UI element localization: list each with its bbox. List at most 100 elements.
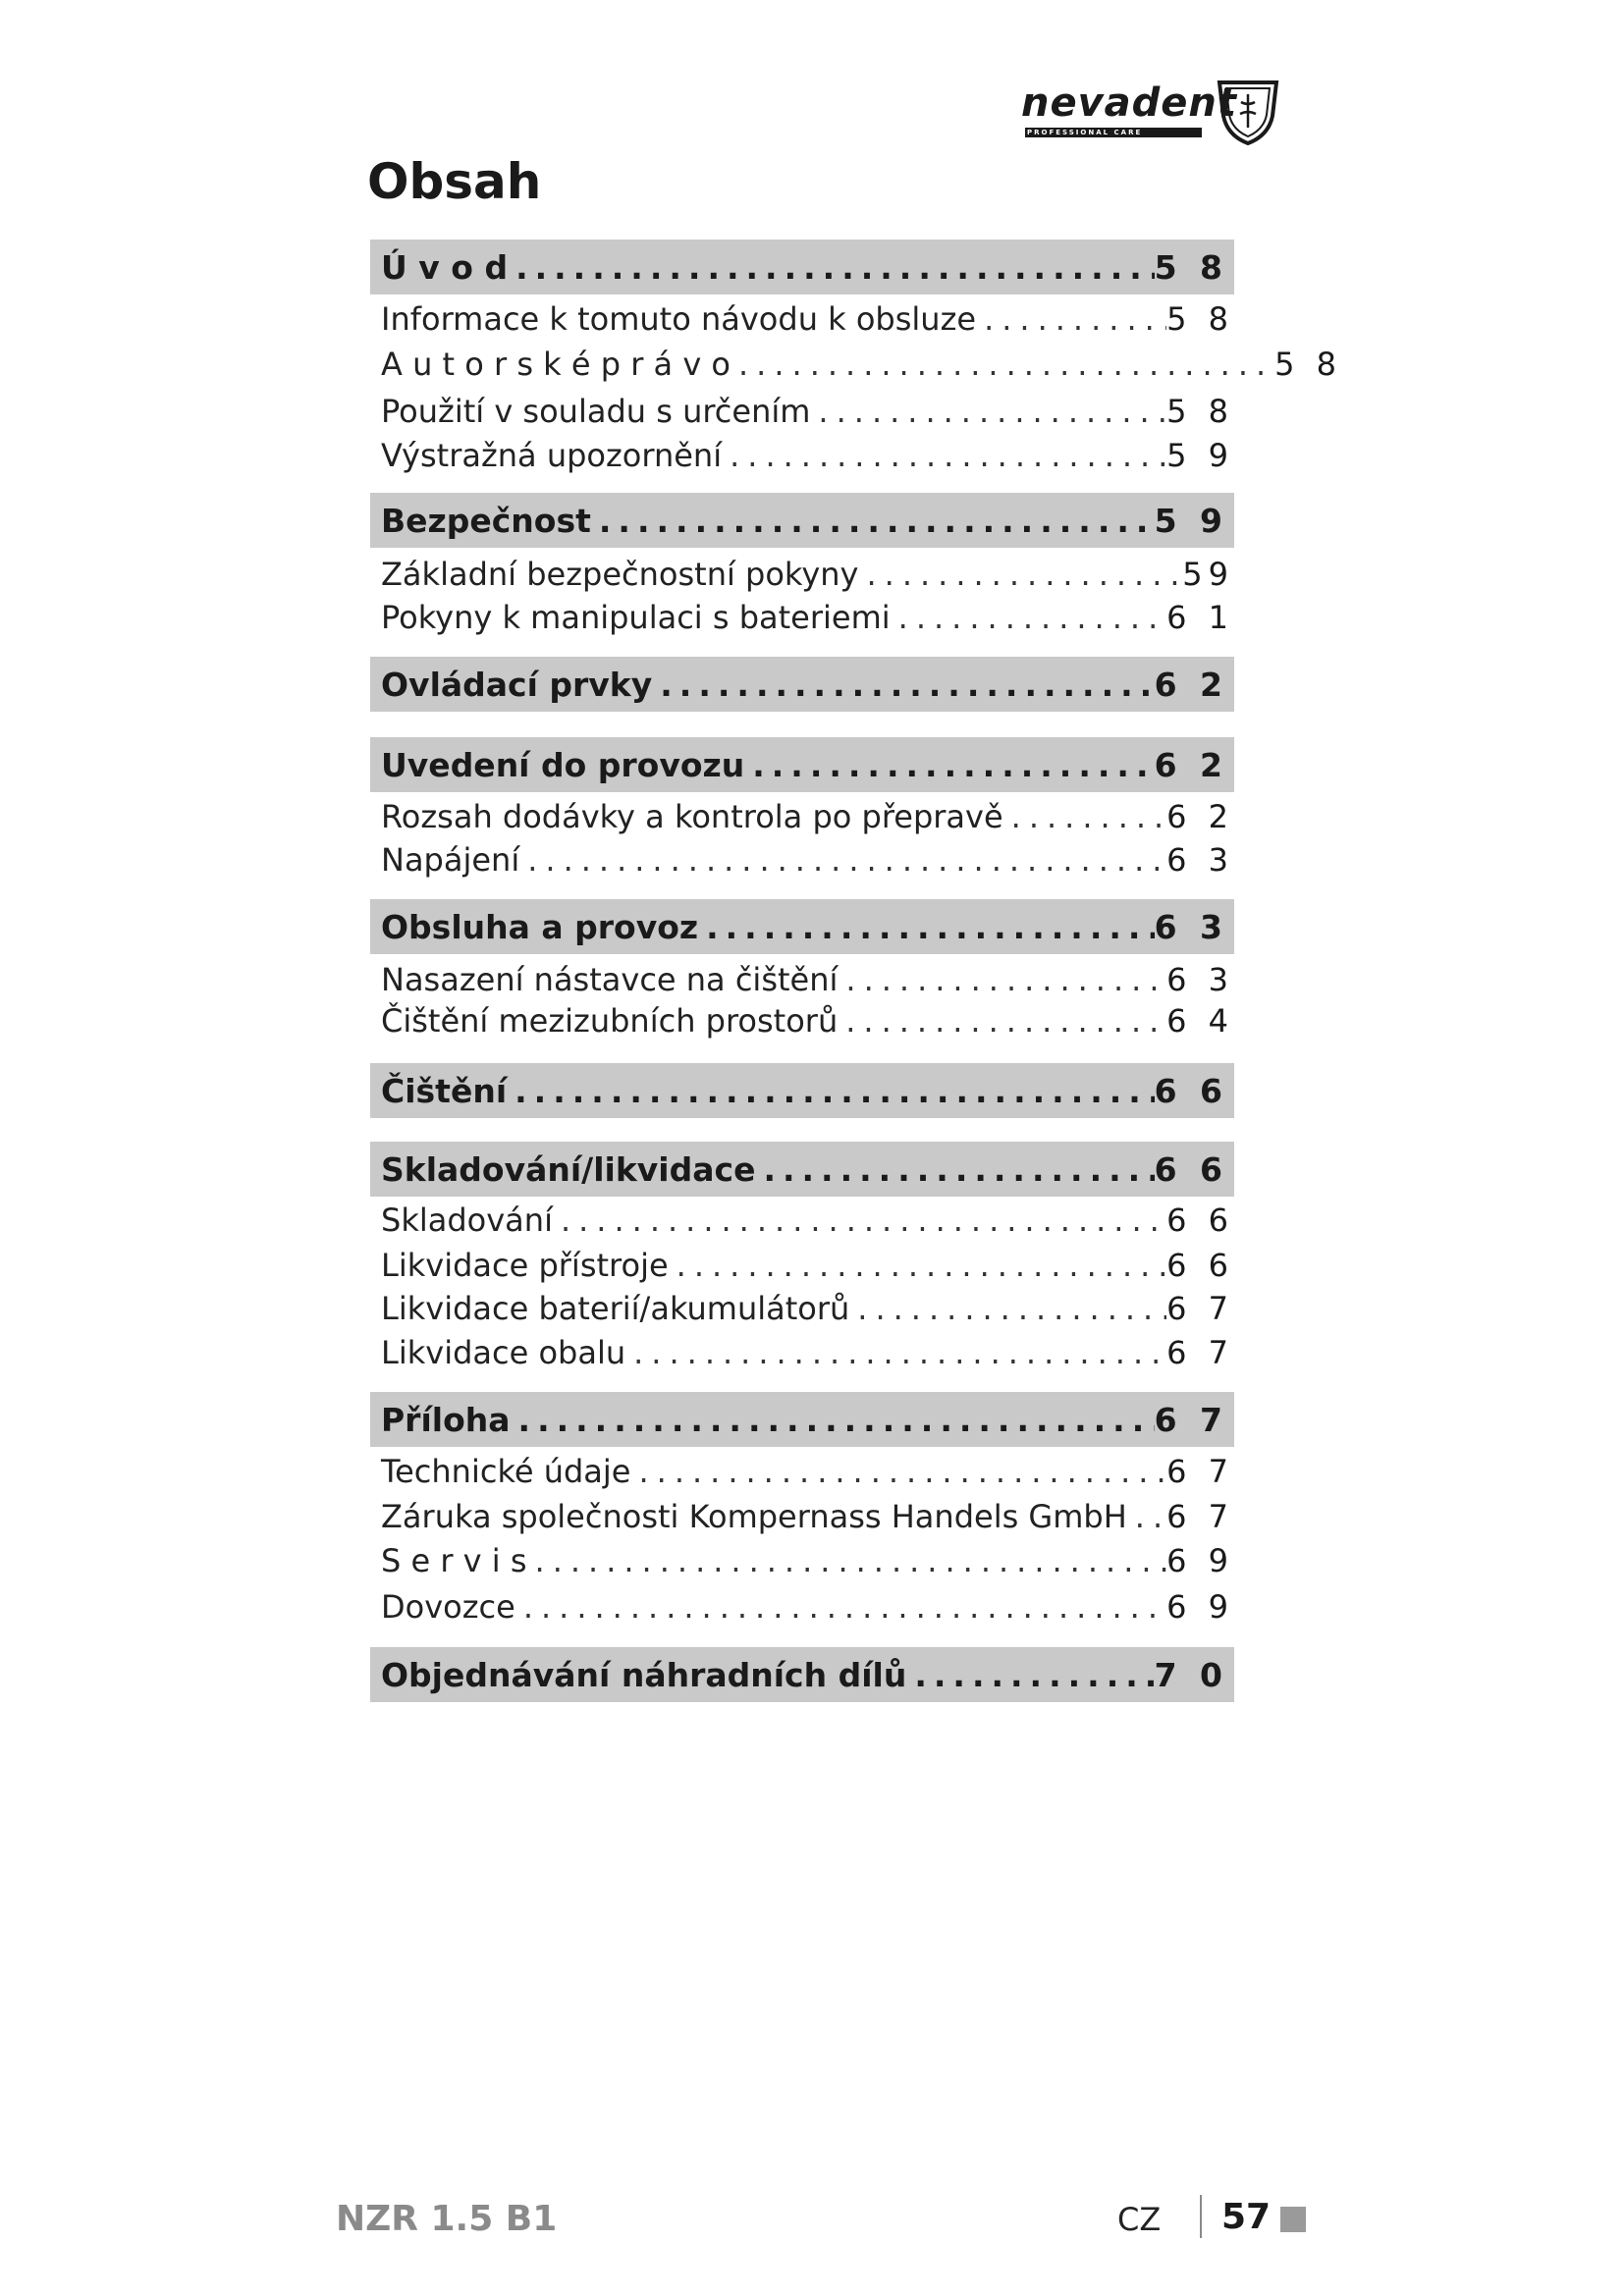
toc-section-title: Objednávání náhradních dílů <box>381 1655 907 1694</box>
toc-leader-dots: ........................................… <box>676 1247 1167 1284</box>
toc-leader-dots: ........................................… <box>914 1655 1154 1694</box>
shield-icon <box>1217 80 1279 146</box>
toc-leader-dots: ........................................… <box>845 961 1167 998</box>
toc-entry-title: Záruka společnosti Kompernass Handels Gm… <box>381 1498 1127 1535</box>
toc-leader-dots: ........................................… <box>534 1542 1167 1579</box>
toc-entry-row: Výstražná upozornění....................… <box>370 437 1234 478</box>
toc-leader-dots: ........................................… <box>517 1400 1155 1439</box>
toc-page-number: 6 4 <box>1166 1002 1234 1040</box>
toc-entry-row: Informace k tomuto návodu k obsluze.....… <box>370 300 1234 342</box>
toc-page-number: 6 7 <box>1154 1400 1228 1439</box>
toc-entry-title: Napájení <box>381 841 520 879</box>
toc-entry-title: Použití v souladu s určením <box>381 393 811 430</box>
page-title: Obsah <box>367 153 542 210</box>
toc-leader-dots: ........................................… <box>514 1071 1154 1110</box>
toc-entry-title: Rozsah dodávky a kontrola po přepravě <box>381 798 1003 835</box>
toc-leader-dots: ........................................… <box>515 247 1155 287</box>
toc-section-title: Ú v o d <box>381 247 509 287</box>
toc-leader-dots: ........................................… <box>638 1453 1167 1490</box>
toc-entry-row: Likvidace baterií/akumulátorů...........… <box>370 1290 1234 1331</box>
toc-entry-title: Informace k tomuto návodu k obsluze <box>381 300 977 338</box>
brand-tagline: PROFESSIONAL CARE <box>1027 129 1143 136</box>
toc-entry-row: S e r v i s.............................… <box>370 1542 1234 1583</box>
toc-page-number: 6 6 <box>1154 1149 1228 1189</box>
toc-section-title: Bezpečnost <box>381 501 591 540</box>
toc-leader-dots: ........................................… <box>660 665 1155 704</box>
brand-name: nevadent <box>1021 80 1238 126</box>
toc-section-row: Uvedení do provozu......................… <box>370 737 1234 792</box>
page-marker <box>1280 2207 1306 2232</box>
toc-entry-row: Pokyny k manipulaci s bateriemi.........… <box>370 599 1234 640</box>
toc-page-number: 59 <box>1182 556 1234 593</box>
toc-section-title: Uvedení do provozu <box>381 745 745 784</box>
toc-page-number: 6 3 <box>1166 961 1234 998</box>
toc-page-number: 6 6 <box>1166 1201 1234 1239</box>
toc-page-number: 6 6 <box>1166 1247 1234 1284</box>
toc-page-number: 6 6 <box>1154 1071 1228 1110</box>
footer-separator <box>1200 2195 1202 2238</box>
toc-page-number: 7 0 <box>1154 1655 1228 1694</box>
toc-leader-dots: ........................................… <box>527 841 1166 879</box>
toc-page-number: 6 7 <box>1166 1453 1234 1490</box>
toc-entry-row: A u t o r s k é p r á v o...............… <box>370 346 1342 387</box>
toc-entry-title: Pokyny k manipulaci s bateriemi <box>381 599 891 636</box>
toc-leader-dots: ........................................… <box>763 1149 1154 1189</box>
toc-entry-row: Rozsah dodávky a kontrola po přepravě...… <box>370 798 1234 839</box>
toc-section-row: Ovládací prvky..........................… <box>370 657 1234 712</box>
toc-entry-row: Čištění mezizubních prostorů............… <box>370 1002 1234 1043</box>
toc-entry-title: Skladování <box>381 1201 553 1239</box>
toc-leader-dots: ........................................… <box>866 556 1183 593</box>
toc-page-number: 5 9 <box>1166 437 1234 474</box>
toc-section-row: Objednávání náhradních dílů.............… <box>370 1647 1234 1702</box>
toc-entry-title: Technické údaje <box>381 1453 631 1490</box>
toc-section-title: Čištění <box>381 1071 508 1110</box>
toc-page-number: 5 8 <box>1154 247 1228 287</box>
toc-page-number: 6 7 <box>1166 1290 1234 1327</box>
toc-leader-dots: ........................................… <box>1010 798 1166 835</box>
toc-page-number: 6 3 <box>1154 907 1228 946</box>
toc-leader-dots: ........................................… <box>897 599 1166 636</box>
toc-page-number: 6 9 <box>1166 1588 1234 1626</box>
toc-page-number: 6 3 <box>1166 841 1234 879</box>
toc-entry-row: Dovozce.................................… <box>370 1588 1234 1629</box>
toc-section-row: Příloha.................................… <box>370 1392 1234 1447</box>
footer-model: NZR 1.5 B1 <box>336 2199 558 2239</box>
toc-entry-row: Likvidace obalu.........................… <box>370 1334 1234 1375</box>
toc-entry-row: Likvidace přístroje.....................… <box>370 1247 1234 1288</box>
toc-section-row: Skladování/likvidace....................… <box>370 1142 1234 1197</box>
toc-page-number: 5 9 <box>1154 501 1228 540</box>
toc-page-number: 5 8 <box>1166 393 1234 430</box>
toc-section-title: Příloha <box>381 1400 511 1439</box>
toc-entry-row: Základní bezpečnostní pokyny............… <box>370 556 1234 597</box>
toc-leader-dots: ........................................… <box>598 501 1155 540</box>
toc-page-number: 6 2 <box>1154 745 1228 784</box>
toc-page-number: 6 2 <box>1166 798 1234 835</box>
toc-entry-row: Napájení................................… <box>370 841 1234 882</box>
toc-leader-dots: ........................................… <box>738 346 1274 383</box>
toc-section-title: Ovládací prvky <box>381 665 653 704</box>
toc-entry-title: Čištění mezizubních prostorů <box>381 1002 839 1040</box>
toc-leader-dots: ........................................… <box>560 1201 1167 1239</box>
brand-rule <box>1025 128 1202 137</box>
toc-entry-row: Nasazení nástavce na čištění............… <box>370 961 1234 1002</box>
toc-section-title: Skladování/likvidace <box>381 1149 756 1189</box>
toc-entry-row: Skladování..............................… <box>370 1201 1234 1243</box>
toc-leader-dots: ........................................… <box>845 1002 1167 1040</box>
toc-leader-dots: ........................................… <box>818 393 1166 430</box>
toc-entry-title: Likvidace obalu <box>381 1334 626 1371</box>
toc-entry-title: Likvidace přístroje <box>381 1247 669 1284</box>
toc-leader-dots: ........................................… <box>633 1334 1167 1371</box>
toc-entry-title: Likvidace baterií/akumulátorů <box>381 1290 850 1327</box>
toc-section-title: Obsluha a provoz <box>381 907 699 946</box>
toc-section-row: Ú v o d.................................… <box>370 240 1234 294</box>
toc-section-row: Bezpečnost..............................… <box>370 493 1234 548</box>
toc-page-number: 6 7 <box>1166 1334 1234 1371</box>
toc-page-number: 6 1 <box>1166 599 1234 636</box>
toc-entry-title: Výstražná upozornění <box>381 437 723 474</box>
toc-page-number: 6 2 <box>1154 665 1228 704</box>
footer-language: CZ <box>1117 2201 1162 2238</box>
toc-page-number: 5 8 <box>1274 346 1342 383</box>
toc-entry-title: Nasazení nástavce na čištění <box>381 961 839 998</box>
toc-page-number: 6 9 <box>1166 1542 1234 1579</box>
toc-entry-title: S e r v i s <box>381 1542 527 1579</box>
